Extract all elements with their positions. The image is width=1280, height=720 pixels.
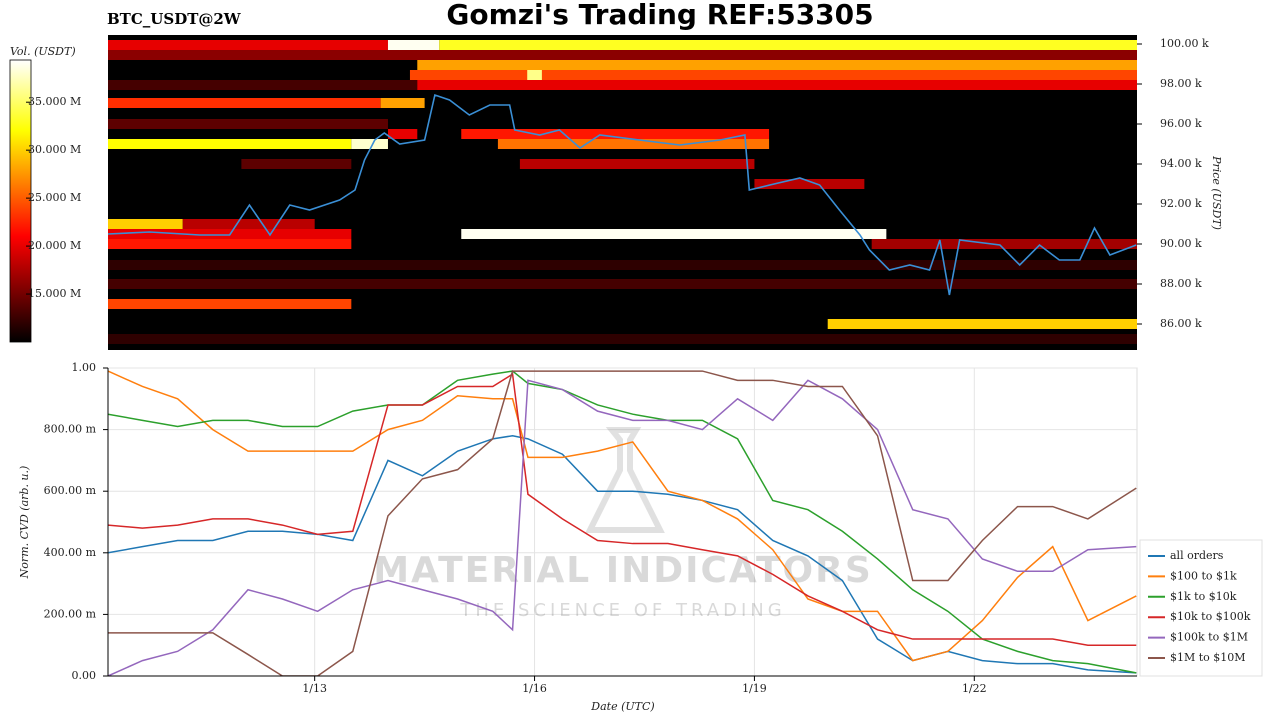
y-tick-label: 94.00 k <box>1160 157 1202 170</box>
heat-cell <box>387 129 418 139</box>
heat-cell <box>241 159 352 169</box>
x-tick-label: 1/16 <box>522 682 547 695</box>
colorbar-tick-label: 30.000 M <box>28 143 81 156</box>
heat-cell <box>461 229 887 239</box>
y-tick-label: 98.00 k <box>1160 77 1202 90</box>
cvd-line <box>108 379 1137 676</box>
heat-cell <box>108 279 1137 289</box>
cvd-line <box>108 370 1137 662</box>
heat-cell <box>108 139 352 149</box>
y-tick-label: 100.00 k <box>1160 37 1209 50</box>
heat-cell <box>108 239 352 249</box>
heat-cell <box>108 80 418 90</box>
cvd-line <box>108 372 1137 646</box>
legend-label: $1k to $10k <box>1170 590 1237 603</box>
colorbar-tick-label: 20.000 M <box>28 239 81 252</box>
heatmap <box>108 40 1137 344</box>
y-tick-label: 400.00 m <box>44 546 97 559</box>
y-tick-label: 1.00 <box>72 361 97 374</box>
heat-cell <box>108 260 1137 270</box>
legend-label: all orders <box>1170 549 1224 562</box>
y-axis-label: Norm. CVD (arb. u.) <box>18 466 31 580</box>
legend <box>1139 539 1263 677</box>
y-tick-label: 600.00 m <box>44 484 97 497</box>
heat-cell <box>527 70 542 80</box>
legend-label: $10k to $100k <box>1170 610 1251 623</box>
x-tick-label: 1/19 <box>742 682 767 695</box>
legend-label: $100 to $1k <box>1170 569 1237 582</box>
y-tick-label: 200.00 m <box>44 607 97 620</box>
y-tick-label: 88.00 k <box>1160 277 1202 290</box>
heat-cell <box>871 239 1137 249</box>
heat-cell <box>108 334 1137 344</box>
heat-cell <box>754 179 865 189</box>
y-tick-label: 800.00 m <box>44 423 97 436</box>
heat-cell <box>108 299 352 309</box>
heat-cell <box>387 40 440 50</box>
heat-cell <box>409 70 1137 80</box>
cvd-lines <box>108 370 1137 676</box>
heat-cell <box>461 129 770 139</box>
heat-cell <box>519 159 755 169</box>
heat-cell <box>108 98 381 108</box>
heat-cell <box>182 219 315 229</box>
watermark-subtitle: THE SCIENCE OF TRADING <box>459 600 785 621</box>
colorbar-tick-label: 25.000 M <box>28 191 81 204</box>
watermark-icon <box>585 427 665 533</box>
heat-cell <box>108 119 388 129</box>
y-tick-label: 92.00 k <box>1160 197 1202 210</box>
x-axis-label: Date (UTC) <box>590 700 654 713</box>
heat-cell <box>351 139 388 149</box>
y-tick-label: 0.00 <box>72 669 97 682</box>
cvd-line <box>108 370 1137 676</box>
page-title: Gomzi's Trading REF:53305 <box>446 0 873 31</box>
cvd-line <box>108 370 1137 674</box>
colorbar-tick-label: 35.000 M <box>28 95 81 108</box>
y-tick-label: 90.00 k <box>1160 237 1202 250</box>
heat-cell <box>417 60 1137 70</box>
heat-cell <box>108 40 388 50</box>
colorbar-tick-label: 15.000 M <box>28 287 81 300</box>
legend-label: $1M to $10M <box>1170 651 1246 664</box>
heat-cell <box>380 98 425 108</box>
y-tick-label: 86.00 k <box>1160 317 1202 330</box>
price-line <box>108 93 1137 296</box>
legend-label: $100k to $1M <box>1170 631 1248 644</box>
heat-cell <box>417 80 1137 90</box>
y-axis-label: Price (USDT) <box>1210 155 1223 230</box>
chart-title: BTC_USDT@2W <box>107 10 242 28</box>
heat-cell <box>108 219 183 229</box>
heat-cell <box>439 40 1137 50</box>
colorbar-label: Vol. (USDT) <box>10 45 76 58</box>
heat-cell <box>827 319 1137 329</box>
heat-cell <box>108 50 1137 60</box>
y-tick-label: 96.00 k <box>1160 117 1202 130</box>
colorbar <box>9 59 32 343</box>
x-tick-label: 1/22 <box>962 682 987 695</box>
heat-cell <box>497 139 770 149</box>
x-tick-label: 1/13 <box>302 682 327 695</box>
